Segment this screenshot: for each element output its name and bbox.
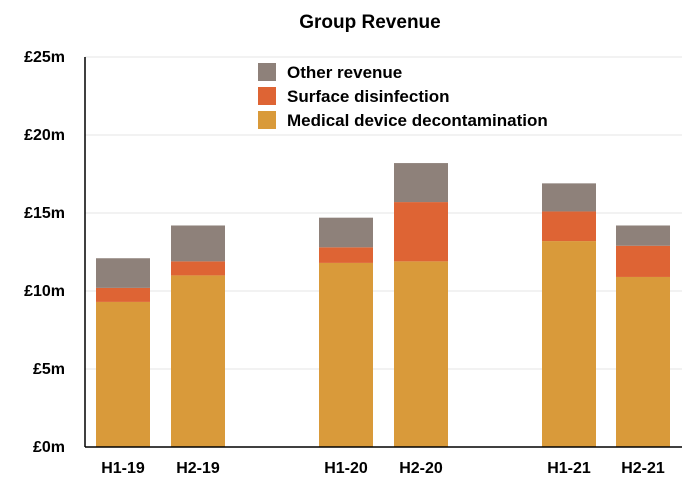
bar-segment bbox=[319, 247, 373, 263]
bar-segment bbox=[616, 245, 670, 277]
bar-segment bbox=[542, 183, 596, 212]
bar-segment bbox=[394, 261, 448, 447]
y-tick-label: £10m bbox=[24, 283, 65, 300]
legend: Other revenue Surface disinfection Medical… bbox=[258, 63, 548, 130]
axes bbox=[84, 57, 682, 448]
x-tick-label: H1-19 bbox=[101, 460, 145, 477]
bar-segment bbox=[394, 202, 448, 262]
x-tick-label: H2-20 bbox=[399, 460, 443, 477]
bars bbox=[96, 163, 670, 447]
bar-segment bbox=[616, 225, 670, 246]
bar-segment bbox=[171, 225, 225, 262]
bar-segment bbox=[96, 301, 150, 447]
y-tick-labels: £0m £5m £10m £15m £20m £25m bbox=[24, 49, 65, 456]
chart-title: Group Revenue bbox=[299, 12, 440, 33]
x-tick-label: H2-21 bbox=[621, 460, 665, 477]
y-tick-label: £5m bbox=[33, 361, 65, 378]
x-tick-labels: H1-19 H2-19 H1-20 H2-20 H1-21 H2-21 bbox=[101, 460, 665, 477]
bar-segment bbox=[616, 276, 670, 447]
legend-swatch bbox=[258, 63, 276, 81]
y-tick-label: £20m bbox=[24, 127, 65, 144]
y-tick-label: £25m bbox=[24, 49, 65, 66]
bar-segment bbox=[319, 217, 373, 248]
bar-segment bbox=[542, 211, 596, 242]
x-tick-label: H1-21 bbox=[547, 460, 591, 477]
bar-segment bbox=[96, 287, 150, 302]
bar-segment bbox=[171, 275, 225, 447]
legend-swatch bbox=[258, 111, 276, 129]
y-tick-label: £0m bbox=[33, 439, 65, 456]
y-tick-label: £15m bbox=[24, 205, 65, 222]
x-tick-label: H2-19 bbox=[176, 460, 220, 477]
bar-segment bbox=[171, 261, 225, 276]
legend-swatch bbox=[258, 87, 276, 105]
x-tick-label: H1-20 bbox=[324, 460, 368, 477]
legend-label: Surface disinfection bbox=[287, 87, 449, 106]
legend-label: Other revenue bbox=[287, 63, 402, 82]
legend-label: Medical device decontamination bbox=[287, 111, 548, 130]
bar-segment bbox=[96, 258, 150, 288]
bar-segment bbox=[319, 262, 373, 447]
bar-segment bbox=[394, 163, 448, 203]
bar-segment bbox=[542, 241, 596, 447]
